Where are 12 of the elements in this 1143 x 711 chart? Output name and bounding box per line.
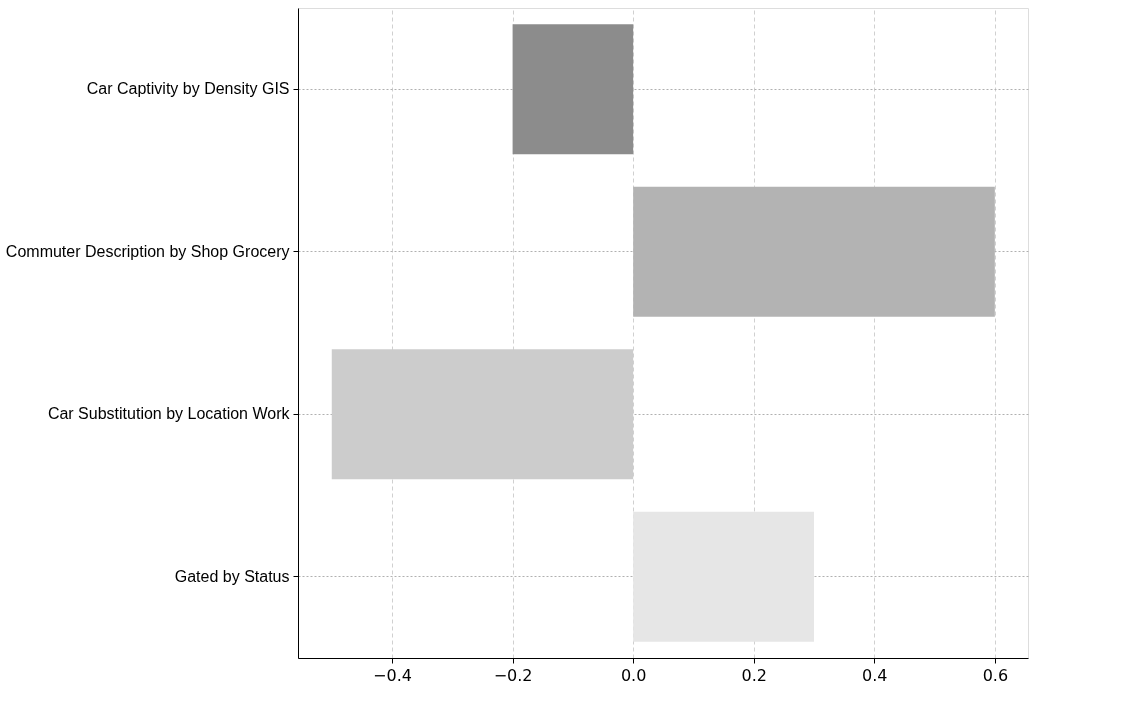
bar (512, 24, 634, 155)
x-tick-label: 0.2 (741, 665, 767, 685)
y-tick-label: Car Captivity by Density GIS (86, 80, 290, 98)
x-tick-label: −0.4 (373, 665, 412, 685)
y-tick-label: Car Substitution by Location Work (47, 405, 291, 423)
y-tick-label: Gated by Status (174, 567, 290, 585)
y-tick-label: Commuter Description by Shop Grocery (5, 242, 290, 260)
x-tick-label: 0.0 (620, 665, 647, 685)
bar (633, 511, 814, 642)
x-tick-label: 0.6 (982, 665, 1009, 685)
x-tick-label: −0.2 (493, 665, 533, 685)
x-tick-label: 0.4 (862, 665, 888, 685)
